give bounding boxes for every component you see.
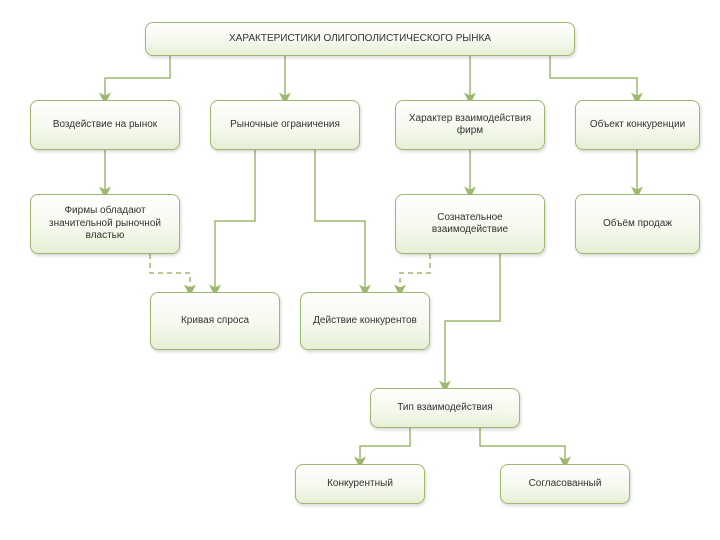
node-a1: Воздействие на рынок [30,100,180,150]
node-b3: Объём продаж [575,194,700,254]
node-c1: Кривая спроса [150,292,280,350]
node-a3: Характер взаимодействия фирм [395,100,545,150]
node-d1: Тип взаимодействия [370,388,520,428]
node-b1: Фирмы обладают значительной рыночной вла… [30,194,180,254]
edges-layer [0,0,720,540]
node-b2: Сознательное взаимодействие [395,194,545,254]
node-a2: Рыночные ограничения [210,100,360,150]
edge-b2-c2 [400,254,430,292]
edge-root-a4 [550,56,637,100]
node-e1: Конкурентный [295,464,425,504]
node-a4: Объект конкуренции [575,100,700,150]
node-c2: Действие конкурентов [300,292,430,350]
edge-b1-c1 [150,254,190,292]
edge-d1-e2 [480,428,565,464]
edge-root-a1 [105,56,170,100]
edge-b2-d1 [445,254,500,388]
edge-a2-c1 [215,150,255,292]
node-e2: Согласованный [500,464,630,504]
edge-d1-e1 [360,428,410,464]
node-root: ХАРАКТЕРИСТИКИ ОЛИГОПОЛИСТИЧЕСКОГО РЫНКА [145,22,575,56]
edge-a2-c2 [315,150,365,292]
